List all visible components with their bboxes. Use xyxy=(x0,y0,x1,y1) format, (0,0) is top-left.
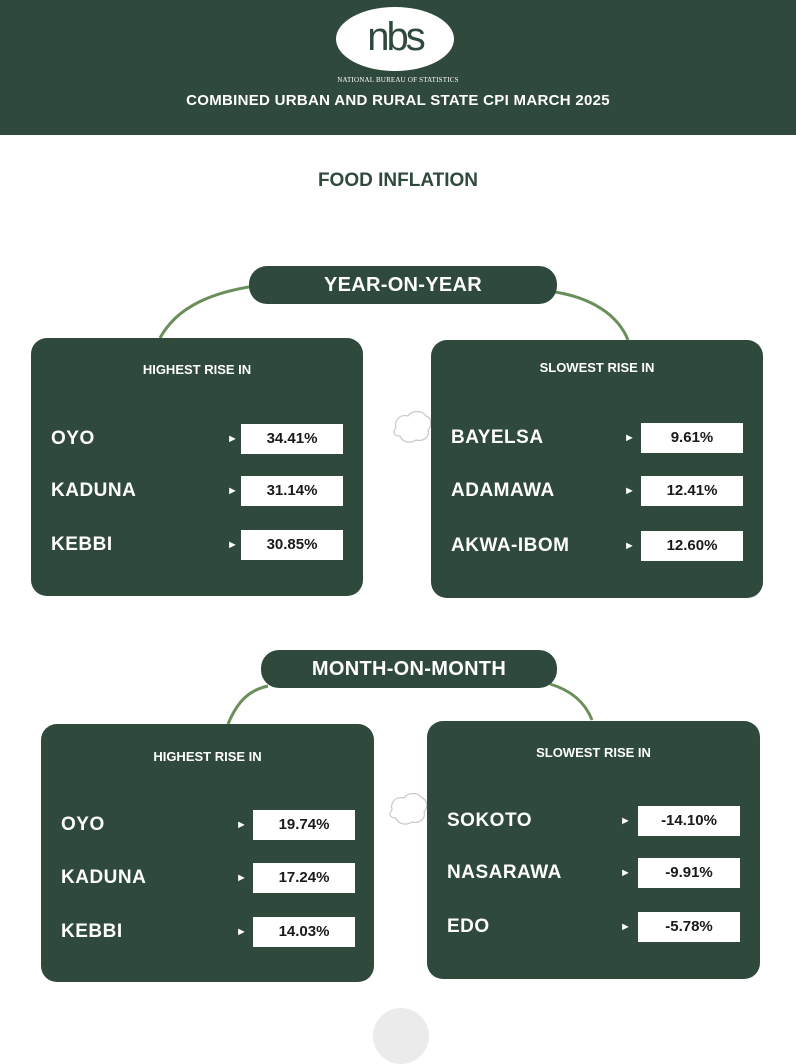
mom-left-arc xyxy=(226,684,269,725)
inflation-value: 9.61% xyxy=(641,423,743,453)
mom-right-arc xyxy=(549,682,594,721)
arrow-right-icon: ► xyxy=(227,485,238,497)
state-name: OYO xyxy=(51,428,95,449)
state-name: KEBBI xyxy=(61,921,123,942)
list-item: ADAMAWA ► 12.41% xyxy=(431,476,763,506)
yoy-right-arc xyxy=(554,290,630,341)
inflation-value: 12.41% xyxy=(641,476,743,506)
state-name: KADUNA xyxy=(61,867,147,888)
inflation-value: 30.85% xyxy=(241,530,343,560)
list-item: AKWA-IBOM ► 12.60% xyxy=(431,531,763,561)
list-item: OYO ► 34.41% xyxy=(31,424,363,454)
section-title: FOOD INFLATION xyxy=(317,170,479,191)
year-on-year-label: YEAR-ON-YEAR xyxy=(249,266,557,304)
inflation-value: -9.91% xyxy=(638,858,740,888)
arrow-right-icon: ► xyxy=(227,433,238,445)
nbs-logo: nbs xyxy=(336,7,454,71)
connector-arcs xyxy=(158,284,630,725)
arrow-right-icon: ► xyxy=(620,815,631,827)
inflation-value: 34.41% xyxy=(241,424,343,454)
arrow-right-icon: ► xyxy=(236,926,247,938)
inflation-value: -5.78% xyxy=(638,912,740,942)
list-item: SOKOTO ► -14.10% xyxy=(427,806,760,836)
inflation-value: 14.03% xyxy=(253,917,355,947)
list-item: EDO ► -5.78% xyxy=(427,912,760,942)
yoy-highest-panel: HIGHEST RISE IN OYO ► 34.41% KADUNA ► 31… xyxy=(31,338,363,596)
inflation-value: -14.10% xyxy=(638,806,740,836)
list-item: BAYELSA ► 9.61% xyxy=(431,423,763,453)
state-name: AKWA-IBOM xyxy=(451,535,570,556)
arrow-right-icon: ► xyxy=(236,872,247,884)
list-item: OYO ► 19.74% xyxy=(41,810,374,840)
panel-heading: HIGHEST RISE IN xyxy=(153,749,262,764)
list-item: NASARAWA ► -9.91% xyxy=(427,858,760,888)
state-name: BAYELSA xyxy=(451,427,544,448)
state-name: NASARAWA xyxy=(447,862,562,883)
panel-heading: SLOWEST RISE IN xyxy=(536,745,651,760)
panel-heading: HIGHEST RISE IN xyxy=(142,362,252,377)
inflation-value: 31.14% xyxy=(241,476,343,506)
logo-text: nbs xyxy=(367,14,425,59)
nigeria-map-outline-icon xyxy=(393,410,432,443)
arrow-right-icon: ► xyxy=(620,867,631,879)
state-name: EDO xyxy=(447,916,490,937)
state-name: KEBBI xyxy=(51,534,113,555)
panel-heading: SLOWEST RISE IN xyxy=(539,360,655,375)
inflation-value: 17.24% xyxy=(253,863,355,893)
arrow-right-icon: ► xyxy=(624,432,635,444)
scroll-indicator xyxy=(373,1008,429,1064)
mom-highest-panel: HIGHEST RISE IN OYO ► 19.74% KADUNA ► 17… xyxy=(41,724,374,982)
state-name: ADAMAWA xyxy=(451,480,555,501)
yoy-left-arc xyxy=(158,284,256,339)
arrow-right-icon: ► xyxy=(620,921,631,933)
arrow-right-icon: ► xyxy=(236,819,247,831)
month-on-month-label: MONTH-ON-MONTH xyxy=(261,650,557,688)
inflation-value: 19.74% xyxy=(253,810,355,840)
list-item: KEBBI ► 14.03% xyxy=(41,917,374,947)
yoy-slowest-panel: SLOWEST RISE IN BAYELSA ► 9.61% ADAMAWA … xyxy=(431,340,763,598)
arrow-right-icon: ► xyxy=(624,540,635,552)
state-name: KADUNA xyxy=(51,480,137,501)
state-name: OYO xyxy=(61,814,105,835)
arrow-right-icon: ► xyxy=(624,485,635,497)
arrow-right-icon: ► xyxy=(227,539,238,551)
nigeria-map-outline-icon xyxy=(389,792,428,825)
state-name: SOKOTO xyxy=(447,810,532,831)
list-item: KADUNA ► 17.24% xyxy=(41,863,374,893)
list-item: KADUNA ► 31.14% xyxy=(31,476,363,506)
report-title: COMBINED URBAN AND RURAL STATE CPI MARCH… xyxy=(186,92,610,109)
inflation-value: 12.60% xyxy=(641,531,743,561)
header-banner: nbs NATIONAL BUREAU OF STATISTICS COMBIN… xyxy=(0,0,796,135)
list-item: KEBBI ► 30.85% xyxy=(31,530,363,560)
mom-slowest-panel: SLOWEST RISE IN SOKOTO ► -14.10% NASARAW… xyxy=(427,721,760,979)
agency-name: NATIONAL BUREAU OF STATISTICS xyxy=(337,76,459,84)
